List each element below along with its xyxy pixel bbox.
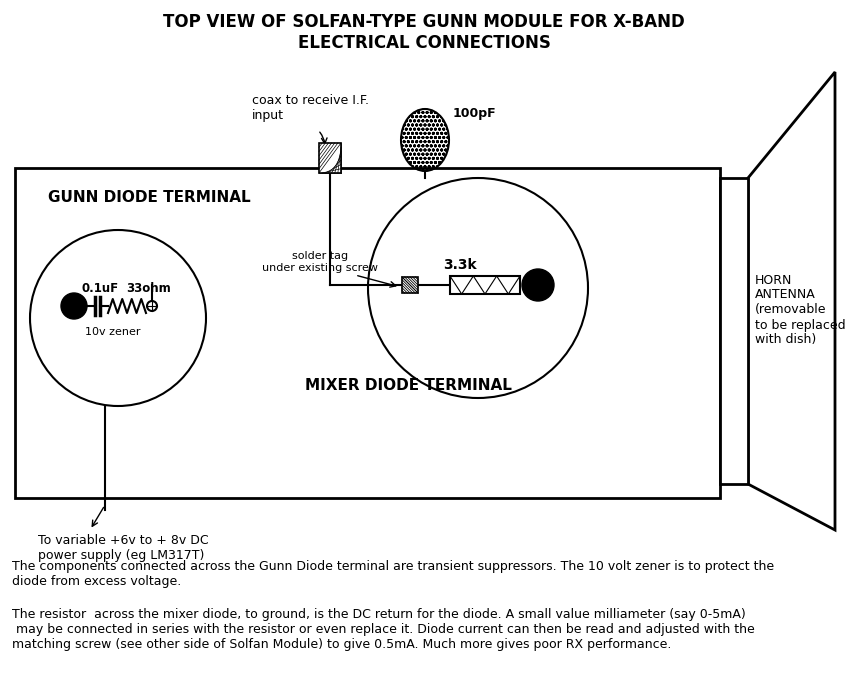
Bar — [15, 168, 720, 498]
Text: To variable +6v to + 8v DC
power supply (eg LM317T): To variable +6v to + 8v DC power supply … — [38, 534, 209, 562]
Polygon shape — [748, 72, 835, 530]
Text: GUNN DIODE TERMINAL: GUNN DIODE TERMINAL — [48, 191, 250, 205]
Text: 10v zener: 10v zener — [85, 327, 141, 337]
Circle shape — [30, 230, 206, 406]
Text: 33ohm: 33ohm — [127, 281, 171, 294]
Text: solder tag
under existing screw: solder tag under existing screw — [262, 252, 378, 273]
Circle shape — [61, 293, 87, 319]
Bar — [319, 143, 341, 173]
Text: The resistor  across the mixer diode, to ground, is the DC return for the diode.: The resistor across the mixer diode, to … — [12, 608, 755, 651]
Text: 0.1uF: 0.1uF — [82, 281, 119, 294]
Circle shape — [368, 178, 588, 398]
Text: 3.3k: 3.3k — [443, 258, 477, 272]
Bar — [450, 276, 520, 294]
Text: TOP VIEW OF SOLFAN-TYPE GUNN MODULE FOR X-BAND: TOP VIEW OF SOLFAN-TYPE GUNN MODULE FOR … — [163, 13, 685, 31]
Text: coax to receive I.F.
input: coax to receive I.F. input — [252, 94, 369, 122]
Bar — [720, 178, 748, 484]
Circle shape — [522, 269, 554, 301]
Text: 100pF: 100pF — [453, 106, 497, 119]
Text: The components connected across the Gunn Diode terminal are transient suppressor: The components connected across the Gunn… — [12, 560, 774, 588]
Text: ELECTRICAL CONNECTIONS: ELECTRICAL CONNECTIONS — [297, 34, 550, 52]
Bar — [402, 277, 418, 293]
Text: HORN
ANTENNA
(removable
to be replaced
with dish): HORN ANTENNA (removable to be replaced w… — [755, 273, 846, 346]
Circle shape — [147, 301, 157, 311]
Text: MIXER DIODE TERMINAL: MIXER DIODE TERMINAL — [305, 378, 511, 393]
